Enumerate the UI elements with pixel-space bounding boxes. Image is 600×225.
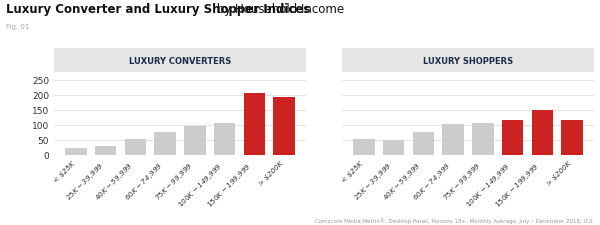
Bar [95,146,116,155]
Bar [561,120,583,155]
Text: by Household Income: by Household Income [213,3,344,16]
Bar [532,111,553,155]
Text: Luxury Converter and Luxury Shopper Indices: Luxury Converter and Luxury Shopper Indi… [6,3,310,16]
Text: Comscore Media Metrix®, Desktop Panel, Persons 18+, Monthly Average, July – Dece: Comscore Media Metrix®, Desktop Panel, P… [314,217,594,223]
Bar [442,125,464,155]
Bar [214,124,235,155]
Bar [502,121,523,155]
Bar [65,149,87,155]
Bar [413,133,434,155]
Bar [184,127,206,155]
Bar [273,97,295,155]
Text: LUXURY SHOPPERS: LUXURY SHOPPERS [423,56,513,65]
Bar [472,123,494,155]
Text: Fig. 01: Fig. 01 [6,24,29,30]
Bar [353,140,375,155]
Bar [154,133,176,155]
Bar [244,93,265,155]
Bar [125,140,146,155]
Bar [383,140,404,155]
Text: LUXURY CONVERTERS: LUXURY CONVERTERS [129,56,231,65]
